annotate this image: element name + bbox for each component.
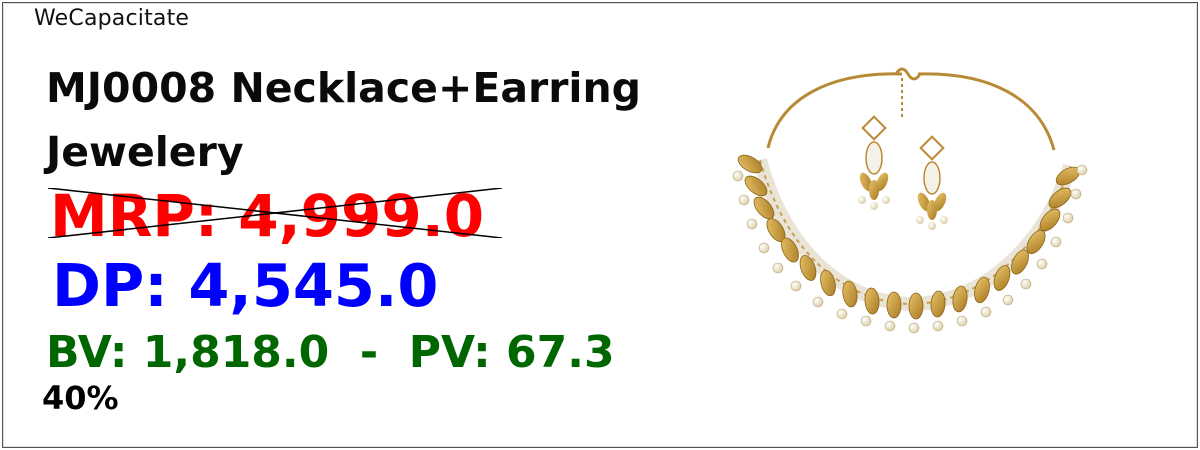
discount-percent: 40% (42, 379, 119, 417)
brand-name: WeCapacitate (34, 6, 190, 31)
product-image (732, 67, 1088, 334)
bv-pv-values: BV: 1,818.0 - PV: 67.3 (46, 327, 615, 378)
product-title: MJ0008 Necklace+Earring Jewelery (46, 64, 642, 176)
right-earring (916, 135, 948, 230)
necklace-pearls (732, 164, 1088, 334)
left-earring (858, 115, 890, 210)
dp-price: DP: 4,545.0 (52, 251, 439, 320)
necklace-leaves (737, 154, 1081, 320)
necklace-chain (766, 72, 1056, 151)
necklace-clasp (894, 67, 922, 81)
mrp-price: MRP: 4,999.0 (50, 182, 485, 250)
mrp-strikethrough (48, 188, 502, 238)
